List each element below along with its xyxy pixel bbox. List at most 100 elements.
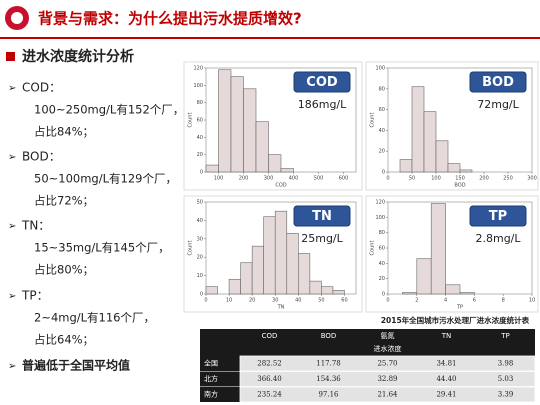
- x-tick-label: 300: [264, 176, 274, 182]
- histogram-bar: [309, 280, 322, 295]
- table-cell: 34.81: [436, 360, 456, 368]
- histogram-bar: [411, 86, 425, 173]
- x-tick-label: 250: [503, 176, 513, 182]
- histogram-bar: [430, 203, 446, 295]
- bullet-arrow: ➢: [8, 291, 16, 302]
- histogram-bar: [321, 286, 334, 295]
- x-tick-label: 400: [289, 176, 299, 182]
- table-cell: 3.39: [498, 391, 514, 399]
- x-tick-label: 300: [527, 176, 537, 182]
- histogram-bar: [268, 154, 282, 173]
- x-tick-label: 200: [239, 176, 249, 182]
- table-header-bg: [200, 329, 535, 356]
- x-axis-label: TN: [277, 305, 285, 311]
- annotation: 72mg/L: [477, 98, 519, 111]
- y-tick-label: 60: [197, 118, 203, 124]
- y-tick-label: 20: [379, 149, 385, 155]
- histogram-bar: [243, 88, 257, 173]
- bullet-arrow: ➢: [8, 221, 16, 232]
- y-tick-label: 20: [197, 152, 203, 158]
- x-tick-label: 20: [249, 298, 255, 304]
- histogram-bar: [251, 245, 264, 295]
- bullet-line: 占比64%；: [34, 333, 94, 347]
- y-tick-label: 0: [382, 292, 385, 298]
- bullet-label: COD：: [22, 81, 61, 95]
- row-label: 北方: [204, 374, 218, 383]
- table-cell: 32.89: [377, 375, 397, 383]
- logo-inner: [11, 12, 23, 24]
- histogram-bar: [205, 286, 218, 295]
- table-cell: 5.03: [498, 375, 514, 383]
- table-cell: 29.41: [436, 391, 456, 399]
- x-tick-label: 150: [455, 176, 465, 182]
- section-title: 进水浓度统计分析: [22, 48, 134, 65]
- annotation: 2.8mg/L: [475, 232, 521, 245]
- y-tick-label: 20: [379, 276, 385, 282]
- y-tick-label: 20: [197, 255, 203, 261]
- histogram-bar: [228, 278, 241, 295]
- row-label-bg: [200, 371, 240, 387]
- x-tick-label: 10: [529, 298, 535, 304]
- conclusion: 普遍低于全国平均值: [22, 358, 130, 373]
- badge: [293, 205, 351, 227]
- histogram-bar: [399, 159, 413, 173]
- histogram-bar: [445, 284, 461, 295]
- annotation: 186mg/L: [298, 98, 347, 111]
- x-tick-label: 0: [386, 298, 389, 304]
- x-tick-label: 2: [415, 298, 418, 304]
- column-header: BOD: [321, 332, 337, 340]
- x-tick-label: 200: [479, 176, 489, 182]
- bullet-line: 100~250mg/L有152个厂，: [34, 103, 184, 117]
- x-tick-label: 60: [341, 298, 347, 304]
- histogram-bar: [280, 168, 294, 173]
- badge: [293, 71, 351, 93]
- table-cell: 117.78: [316, 360, 341, 368]
- y-tick-label: 0: [200, 170, 203, 176]
- histogram-bar: [218, 69, 232, 173]
- table-cell: 25.70: [377, 360, 397, 368]
- row-label-bg: [200, 387, 240, 402]
- bullet-line: 15~35mg/L有145个厂，: [34, 241, 170, 255]
- x-tick-label: 500: [314, 176, 324, 182]
- x-tick-label: 50: [318, 298, 324, 304]
- y-tick-label: 80: [197, 100, 203, 106]
- badge-label: TP: [489, 209, 507, 224]
- histogram-bar: [205, 164, 219, 173]
- x-tick-label: 4: [444, 298, 447, 304]
- column-header: 氨氮: [381, 331, 395, 340]
- x-tick-label: 100: [431, 176, 441, 182]
- slide-title: 背景与需求：为什么提出污水提质增效?: [38, 10, 302, 28]
- y-axis-label: Count: [188, 113, 194, 128]
- histogram-bar: [332, 290, 345, 295]
- histogram-bar: [402, 292, 418, 295]
- y-tick-label: 0: [200, 292, 203, 298]
- x-tick-label: 40: [295, 298, 301, 304]
- table-title: 2015年全国城市污水处理厂进水浓度统计表: [381, 315, 530, 325]
- bullet-line: 占比72%；: [34, 194, 94, 208]
- x-axis-label: COD: [275, 183, 286, 189]
- y-tick-label: 60: [379, 107, 385, 113]
- bullet-line: 占比84%；: [34, 125, 94, 139]
- y-tick-label: 0: [382, 170, 385, 176]
- bullet-arrow: ➢: [8, 361, 16, 372]
- y-tick-label: 10: [197, 273, 203, 279]
- histogram-bar: [274, 210, 288, 295]
- row-label-bg: [200, 356, 240, 371]
- table-cell: 21.64: [377, 391, 398, 399]
- bullet-line: 2~4mg/L有116个厂，: [34, 311, 155, 325]
- column-header: COD: [262, 332, 278, 340]
- badge-label: BOD: [482, 75, 514, 90]
- bullet-arrow: ➢: [8, 152, 16, 163]
- y-axis-label: Count: [370, 113, 376, 128]
- y-axis-label: Count: [370, 241, 376, 256]
- table-cell: 44.40: [436, 375, 456, 383]
- badge: [469, 205, 527, 227]
- row-bg: [239, 371, 536, 387]
- y-tick-label: 120: [375, 200, 385, 206]
- badge: [469, 71, 527, 93]
- y-axis-label: Count: [188, 241, 194, 256]
- x-tick-label: 50: [409, 176, 415, 182]
- column-header: TN: [441, 332, 452, 340]
- bullet-line: 50~100mg/L有129个厂，: [34, 172, 177, 186]
